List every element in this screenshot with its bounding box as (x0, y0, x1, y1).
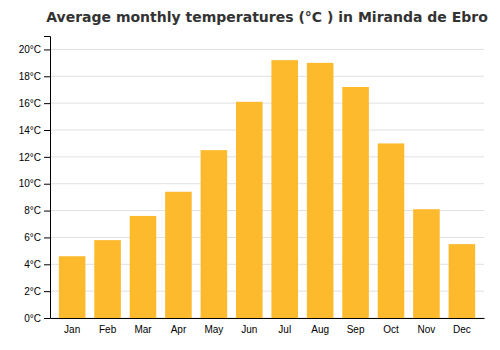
y-tick: 16°C (19, 98, 50, 109)
y-tick-label: 14°C (19, 125, 41, 136)
x-tick: Apr (171, 324, 187, 335)
bar (378, 143, 405, 318)
y-tick-label: 4°C (24, 259, 41, 270)
y-tick: 18°C (19, 71, 50, 82)
y-tick-mark (44, 264, 50, 265)
y-tick-mark (44, 157, 50, 158)
y-tick-label: 16°C (19, 98, 41, 109)
bar (342, 87, 369, 318)
y-tick: 12°C (19, 152, 50, 163)
y-tick-mark (44, 318, 50, 319)
y-tick-mark (44, 76, 50, 77)
bar (94, 240, 121, 318)
x-tick-label: Jun (241, 324, 257, 335)
x-tick-label: Sep (347, 324, 365, 335)
x-tick-label: Apr (171, 324, 187, 335)
y-tick-mark (44, 130, 50, 131)
x-tick: Mar (134, 324, 152, 335)
y-tick-mark (44, 291, 50, 292)
grid (50, 49, 484, 318)
y-tick-mark (44, 237, 50, 238)
x-tick: Jun (241, 324, 257, 335)
x-tick-label: Jan (64, 324, 80, 335)
x-axis: Jan Feb Mar Apr May Jun Jul Aug Sep Oct Nov Dec (51, 319, 485, 336)
y-tick-mark (44, 184, 50, 185)
plot: 0°C 2°C 4°C 6°C 8°C 10°C 12°C 14°C 16°C 18°C 20°C J… (19, 37, 485, 336)
y-axis-line (44, 37, 51, 319)
x-tick-label: Aug (311, 324, 329, 335)
x-tick: Feb (99, 324, 117, 335)
x-tick: Nov (418, 324, 436, 335)
y-tick-label: 12°C (19, 152, 41, 163)
x-axis-line (51, 318, 485, 319)
grid-line (50, 49, 484, 50)
x-tick: Sep (347, 324, 365, 335)
y-tick: 6°C (24, 232, 50, 243)
bar (165, 192, 192, 318)
y-tick-label: 8°C (24, 205, 41, 216)
y-tick-label: 6°C (24, 232, 41, 243)
x-tick: Jan (64, 324, 80, 335)
grid-line (50, 76, 484, 77)
y-tick: 4°C (24, 259, 50, 270)
y-tick: 14°C (19, 125, 50, 136)
x-tick: May (204, 324, 223, 335)
y-tick-mark (44, 49, 50, 50)
y-tick: 20°C (19, 44, 50, 55)
y-tick-label: 18°C (19, 71, 41, 82)
grid-line (50, 130, 484, 131)
bar (201, 150, 228, 318)
x-tick-label: May (204, 324, 223, 335)
y-tick-label: 0°C (24, 313, 41, 324)
bar (236, 102, 263, 318)
x-tick: Aug (311, 324, 329, 335)
x-tick-label: Feb (99, 324, 117, 335)
y-tick-mark (44, 211, 50, 212)
y-tick-label: 2°C (24, 286, 41, 297)
x-tick-label: Mar (134, 324, 152, 335)
x-tick-label: Nov (418, 324, 436, 335)
x-tick: Dec (453, 324, 471, 335)
x-tick-label: Dec (453, 324, 471, 335)
grid-line (50, 103, 484, 104)
y-tick: 8°C (24, 205, 50, 216)
y-axis: 0°C 2°C 4°C 6°C 8°C 10°C 12°C 14°C 16°C 18°C 20°C (19, 37, 51, 324)
grid-line (50, 156, 484, 157)
y-tick-mark (44, 103, 50, 104)
x-tick: Oct (383, 324, 399, 335)
x-tick-label: Oct (383, 324, 399, 335)
x-tick-label: Jul (278, 324, 291, 335)
y-tick-label: 20°C (19, 44, 41, 55)
y-tick-label: 10°C (19, 178, 41, 189)
x-tick: Jul (278, 324, 291, 335)
bar (59, 256, 86, 318)
chart: 0°C 2°C 4°C 6°C 8°C 10°C 12°C 14°C 16°C 18°C 20°C J… (0, 0, 500, 350)
y-tick: 2°C (24, 286, 50, 297)
y-tick: 0°C (24, 313, 50, 324)
y-tick: 10°C (19, 178, 50, 189)
grid-line (50, 183, 484, 184)
bar (130, 216, 157, 318)
bar (413, 209, 440, 318)
bars (59, 60, 475, 318)
title: Average monthly temperatures (°C ) in Mi… (46, 9, 488, 25)
bar (271, 60, 298, 318)
bar (307, 63, 334, 318)
bar (449, 244, 476, 318)
